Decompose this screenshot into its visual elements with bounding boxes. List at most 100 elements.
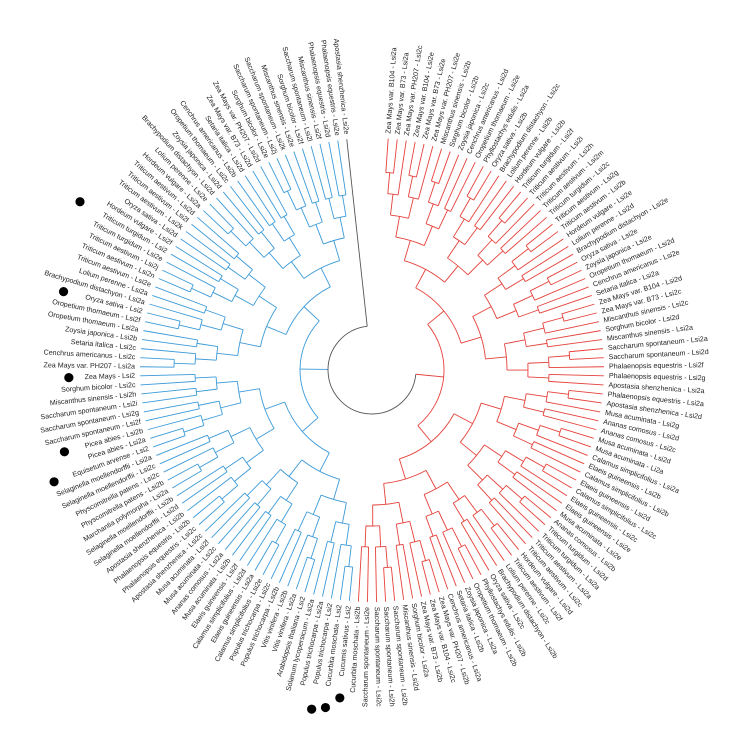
branch [465,496,477,513]
branch [276,525,286,543]
branch [461,337,481,343]
leaf-label: Saccharum spontaneum - Lsi2c [373,607,383,707]
branch [281,504,292,522]
branch [349,546,351,567]
branch [209,430,228,438]
branch [215,443,234,453]
branch [340,566,345,600]
branch [304,307,319,321]
branch [342,195,346,216]
branch [504,396,525,400]
branch [144,402,198,412]
branch [142,395,196,403]
branch [391,567,394,601]
branch [454,414,473,424]
branch [228,267,245,279]
branch [562,304,595,314]
branch [547,262,577,278]
leaf-label: Saccharum spontaneum - Lsi2e [361,607,371,707]
branch [347,139,367,326]
branch [452,528,462,547]
branch [394,139,398,173]
branch [390,194,392,215]
branch [512,249,529,262]
branch [528,377,549,378]
branch [540,425,560,432]
branch [230,186,264,230]
branch [285,155,306,206]
branch [468,465,483,480]
branch [316,224,324,244]
branch [418,426,431,442]
branch [142,340,197,347]
branch [480,186,514,230]
branch [540,295,592,313]
branch [301,208,309,227]
branch [186,231,230,264]
branch [284,216,294,234]
branch [504,340,525,344]
marker-dot [307,705,316,714]
branch [488,221,502,237]
branch [491,528,511,555]
branch [535,279,586,301]
branch [481,403,501,409]
branch [399,502,403,523]
branch [311,146,325,199]
branch [559,436,591,447]
branch [568,398,602,403]
branch [420,540,426,560]
branch [543,318,563,324]
branch [526,457,544,467]
branch [465,228,477,245]
branch [223,324,243,330]
branch [526,394,547,397]
branch [218,503,254,544]
branch [468,260,483,275]
branch [147,313,180,321]
branch-arc [328,326,416,414]
branch [524,328,544,333]
branch [231,231,246,246]
branch [181,239,226,270]
branch [225,507,260,550]
marker-dot [60,447,69,456]
branch [225,457,242,469]
branch [416,144,424,177]
branch [232,511,265,555]
branch [526,343,547,346]
branch [221,403,241,408]
branch [213,292,232,301]
branch [548,392,569,395]
branch [145,322,178,329]
branch [298,512,307,531]
branch [485,357,506,359]
branch [249,274,266,287]
branch [199,401,220,405]
branch [210,204,234,228]
branch [447,241,459,258]
branch [431,149,441,181]
marker-dot [335,693,344,702]
branch [430,537,448,589]
branch [487,251,503,265]
branch [436,535,456,586]
branch [311,538,317,558]
branch [316,202,323,222]
branch [506,485,522,499]
branch [331,522,336,542]
branch [428,182,435,202]
branch [201,325,221,330]
branch [294,152,313,204]
branch [172,471,201,488]
branch [288,535,308,586]
branch [150,428,182,438]
branch [404,241,410,261]
branch [156,435,207,455]
branch [140,381,195,385]
branch [305,560,315,593]
branch [396,524,399,545]
branch [551,270,582,285]
branch [314,541,328,594]
